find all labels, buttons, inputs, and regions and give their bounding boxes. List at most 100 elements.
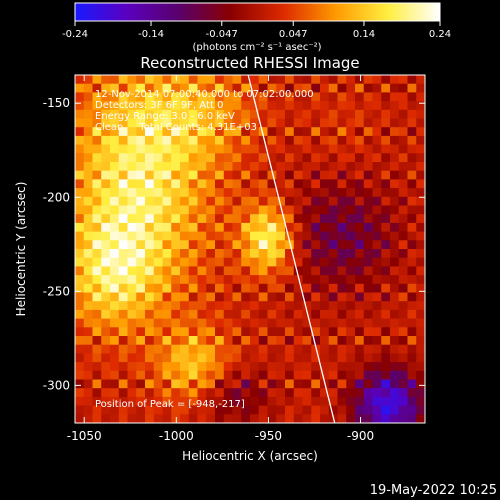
heatmap-cell [75,196,85,206]
heatmap-cell [363,179,373,189]
heatmap-cell [267,153,277,163]
heatmap-cell [250,240,260,250]
heatmap-cell [320,205,330,215]
heatmap-cell [381,405,391,415]
heatmap-cell [311,318,321,328]
heatmap-cell [83,370,93,380]
heatmap-cell [232,353,242,363]
heatmap-cell [118,231,128,241]
heatmap-cell [337,309,347,319]
heatmap-cell [381,196,391,206]
heatmap-cell [285,275,295,285]
heatmap-cell [162,188,172,198]
heatmap-cell [197,101,207,111]
heatmap-cell [285,336,295,346]
heatmap-cell [92,179,102,189]
heatmap-cell [285,170,295,180]
heatmap-cell [188,196,198,206]
heatmap-cell [153,222,163,232]
heatmap-cell [101,144,111,154]
heatmap-cell [197,266,207,276]
heatmap-cell [390,153,400,163]
heatmap-cell [337,370,347,380]
heatmap-cell [188,170,198,180]
heatmap-cell [127,362,137,372]
heatmap-cell [390,144,400,154]
heatmap-cell [407,179,417,189]
heatmap-cell [355,222,365,232]
heatmap-cell [372,240,382,250]
heatmap-cell [206,231,216,241]
heatmap-cell [328,196,338,206]
heatmap-cell [267,283,277,293]
heatmap-cell [416,170,425,180]
heatmap-cell [215,414,225,423]
info-energy-range: Energy Range: 3.0 - 6.0 keV [95,111,235,122]
heatmap-cell [127,309,137,319]
heatmap-cell [215,222,225,232]
heatmap-cell [328,318,338,328]
heatmap-cell [258,92,268,102]
heatmap-cell [320,109,330,119]
heatmap-cell [302,170,312,180]
heatmap-cell [302,362,312,372]
heatmap-cell [110,162,120,172]
heatmap-cell [302,353,312,363]
heatmap-cell [337,222,347,232]
heatmap-cell [92,318,102,328]
heatmap-cell [188,83,198,93]
heatmap-cell [390,405,400,415]
heatmap-cell [145,222,155,232]
heatmap-cell [223,362,233,372]
heatmap-cell [162,318,172,328]
heatmap-cell [407,414,417,423]
heatmap-cell [110,196,120,206]
heatmap-cell [101,153,111,163]
heatmap-cell [145,388,155,398]
heatmap-cell [153,135,163,145]
heatmap-cell [145,109,155,119]
heatmap-cell [320,301,330,311]
heatmap-cell [285,222,295,232]
heatmap-cell [337,318,347,328]
heatmap-cell [328,109,338,119]
heatmap-cell [416,188,425,198]
heatmap-cell [241,231,251,241]
heatmap-cell [250,275,260,285]
heatmap-cell [206,249,216,259]
heatmap-cell [416,75,425,85]
heatmap-cell [363,109,373,119]
heatmap-cell [101,292,111,302]
heatmap-cell [416,414,425,423]
heatmap-cell [381,179,391,189]
heatmap-cell [92,362,102,372]
heatmap-cell [127,249,137,259]
heatmap-cell [398,109,408,119]
heatmap-cell [390,240,400,250]
heatmap-cell [162,362,172,372]
heatmap-cell [241,240,251,250]
heatmap-cell [75,92,85,102]
heatmap-cell [346,222,356,232]
heatmap-cell [75,379,85,389]
heatmap-cell [110,240,120,250]
heatmap-cell [328,370,338,380]
heatmap-cell [215,405,225,415]
heatmap-cell [302,266,312,276]
heatmap-cell [75,179,85,189]
heatmap-cell [285,266,295,276]
heatmap-cell [346,109,356,119]
heatmap-cell [407,170,417,180]
info-time-range: 12-Nov-2014 07:00:40.000 to 07:02:00.000 [95,89,314,100]
heatmap-cell [118,353,128,363]
heatmap-cell [311,301,321,311]
heatmap-cell [118,318,128,328]
heatmap-cell [250,188,260,198]
heatmap-cell [232,101,242,111]
heatmap-cell [83,240,93,250]
heatmap-cell [311,101,321,111]
heatmap-cell [153,309,163,319]
heatmap-cell [398,205,408,215]
heatmap-cell [337,162,347,172]
heatmap-cell [311,327,321,337]
